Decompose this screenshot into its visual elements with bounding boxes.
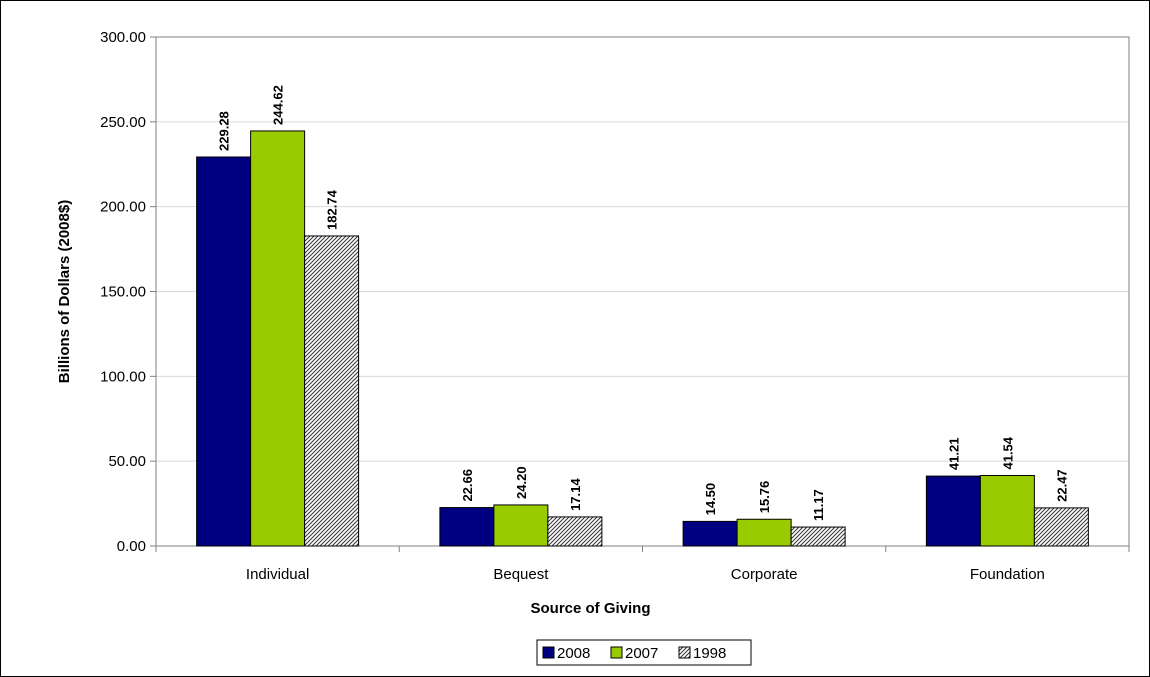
legend-swatch	[610, 646, 623, 659]
bar-2008-corporate	[682, 520, 738, 547]
legend-label: 2007	[625, 645, 658, 662]
y-tick-label: 150.00	[100, 284, 146, 301]
bars	[196, 130, 1089, 547]
legend-label: 2008	[557, 645, 590, 662]
data-label: 229.28	[217, 111, 232, 151]
bar-2007-bequest	[493, 504, 549, 547]
data-label: 22.47	[1054, 469, 1069, 502]
data-label: 244.62	[271, 85, 286, 125]
data-label: 24.20	[514, 466, 529, 499]
bar-2008-bequest	[439, 507, 495, 547]
x-tick-label: Corporate	[731, 566, 798, 583]
y-tick-label: 300.00	[100, 29, 146, 46]
bar-1998-bequest	[547, 516, 603, 547]
y-tick-label: 50.00	[108, 453, 146, 470]
data-label: 182.74	[325, 189, 340, 230]
legend-box	[536, 639, 752, 666]
x-axis-title: Source of Giving	[530, 600, 650, 617]
y-tick-label: 0.00	[117, 538, 146, 555]
legend-label: 1998	[693, 645, 726, 662]
bar-2008-individual	[196, 156, 252, 547]
y-tick-label: 100.00	[100, 368, 146, 385]
x-tick-label: Foundation	[970, 566, 1045, 583]
axes: 0.00 50.00 100.00 150.00 200.00 250.00 300.00 I…	[100, 29, 1130, 583]
y-axis-title: Billions of Dollars (2008$)	[56, 200, 73, 383]
data-labels: 229.28 244.62 182.74 22.66 24.20 17.14 14.50 15…	[217, 85, 1070, 521]
data-label: 11.17	[811, 489, 826, 521]
bar-2007-corporate	[736, 518, 792, 547]
legend-swatch	[542, 646, 555, 659]
data-label: 22.66	[460, 469, 475, 502]
x-tick-label: Bequest	[493, 566, 549, 583]
data-label: 17.14	[568, 478, 583, 511]
legend: 2008 2007 1998	[536, 639, 752, 666]
data-label: 15.76	[757, 481, 772, 514]
bar-2008-foundation	[925, 475, 981, 547]
legend-swatch	[678, 646, 691, 659]
data-label: 41.21	[946, 438, 961, 471]
data-label: 14.50	[703, 483, 718, 516]
y-tick-label: 200.00	[100, 199, 146, 216]
bar-2007-foundation	[979, 475, 1035, 547]
bar-1998-corporate	[790, 526, 846, 547]
y-tick-label: 250.00	[100, 114, 146, 131]
bar-1998-foundation	[1033, 507, 1089, 547]
data-label: 41.54	[1000, 436, 1015, 469]
x-tick-label: Individual	[246, 566, 309, 583]
bar-2007-individual	[250, 130, 306, 547]
bar-1998-individual	[304, 235, 360, 547]
